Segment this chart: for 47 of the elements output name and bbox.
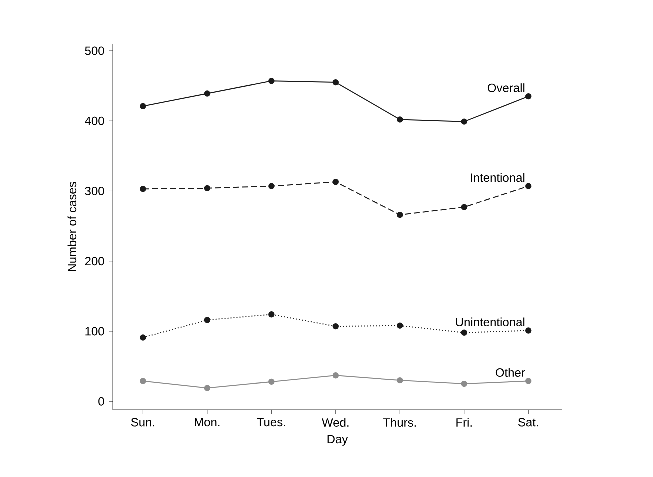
y-axis-title: Number of cases: [68, 182, 77, 272]
x-axis-title: Day: [328, 435, 348, 446]
point: [268, 312, 275, 318]
y-tick-label: 500: [85, 46, 104, 56]
point: [140, 378, 146, 384]
point: [140, 103, 146, 110]
point: [461, 380, 468, 388]
x-tick-label: Tues.: [257, 418, 286, 427]
y-tick-label: 300: [85, 186, 104, 196]
point: [332, 372, 339, 379]
x-tick-label: Mon.: [195, 418, 220, 427]
series-label: Overall: [488, 84, 525, 92]
point: [268, 78, 275, 84]
point: [397, 212, 404, 218]
x-tick-label: Wed.: [322, 418, 349, 428]
x-tick-label: Thurs.: [383, 418, 416, 428]
x-tick-label: Fri.: [456, 418, 472, 427]
point: [204, 317, 211, 324]
point: [461, 118, 468, 125]
point: [397, 116, 404, 123]
point: [332, 79, 339, 86]
y-tick-label: 100: [86, 327, 104, 336]
point: [332, 323, 339, 330]
point: [461, 204, 468, 210]
point: [526, 378, 532, 384]
point: [204, 385, 211, 392]
point: [140, 334, 146, 341]
point: [268, 378, 275, 386]
y-tick-label: 400: [85, 116, 104, 126]
point: [332, 179, 339, 186]
point: [461, 330, 468, 336]
x-tick-label: Sat.: [518, 418, 538, 427]
point: [204, 185, 211, 192]
point: [397, 322, 404, 329]
point: [526, 328, 532, 334]
series-label: Unintentional: [456, 318, 525, 327]
point: [397, 377, 404, 384]
point: [140, 186, 146, 192]
point: [526, 183, 532, 190]
series-label: Intentional: [471, 173, 525, 182]
y-tick-label: 200: [85, 257, 104, 266]
point: [526, 93, 532, 100]
point: [204, 90, 211, 97]
series-label: Other: [496, 368, 526, 378]
point: [268, 183, 275, 190]
y-tick-label: 0: [98, 397, 104, 406]
x-tick-label: Sun.: [131, 418, 154, 427]
